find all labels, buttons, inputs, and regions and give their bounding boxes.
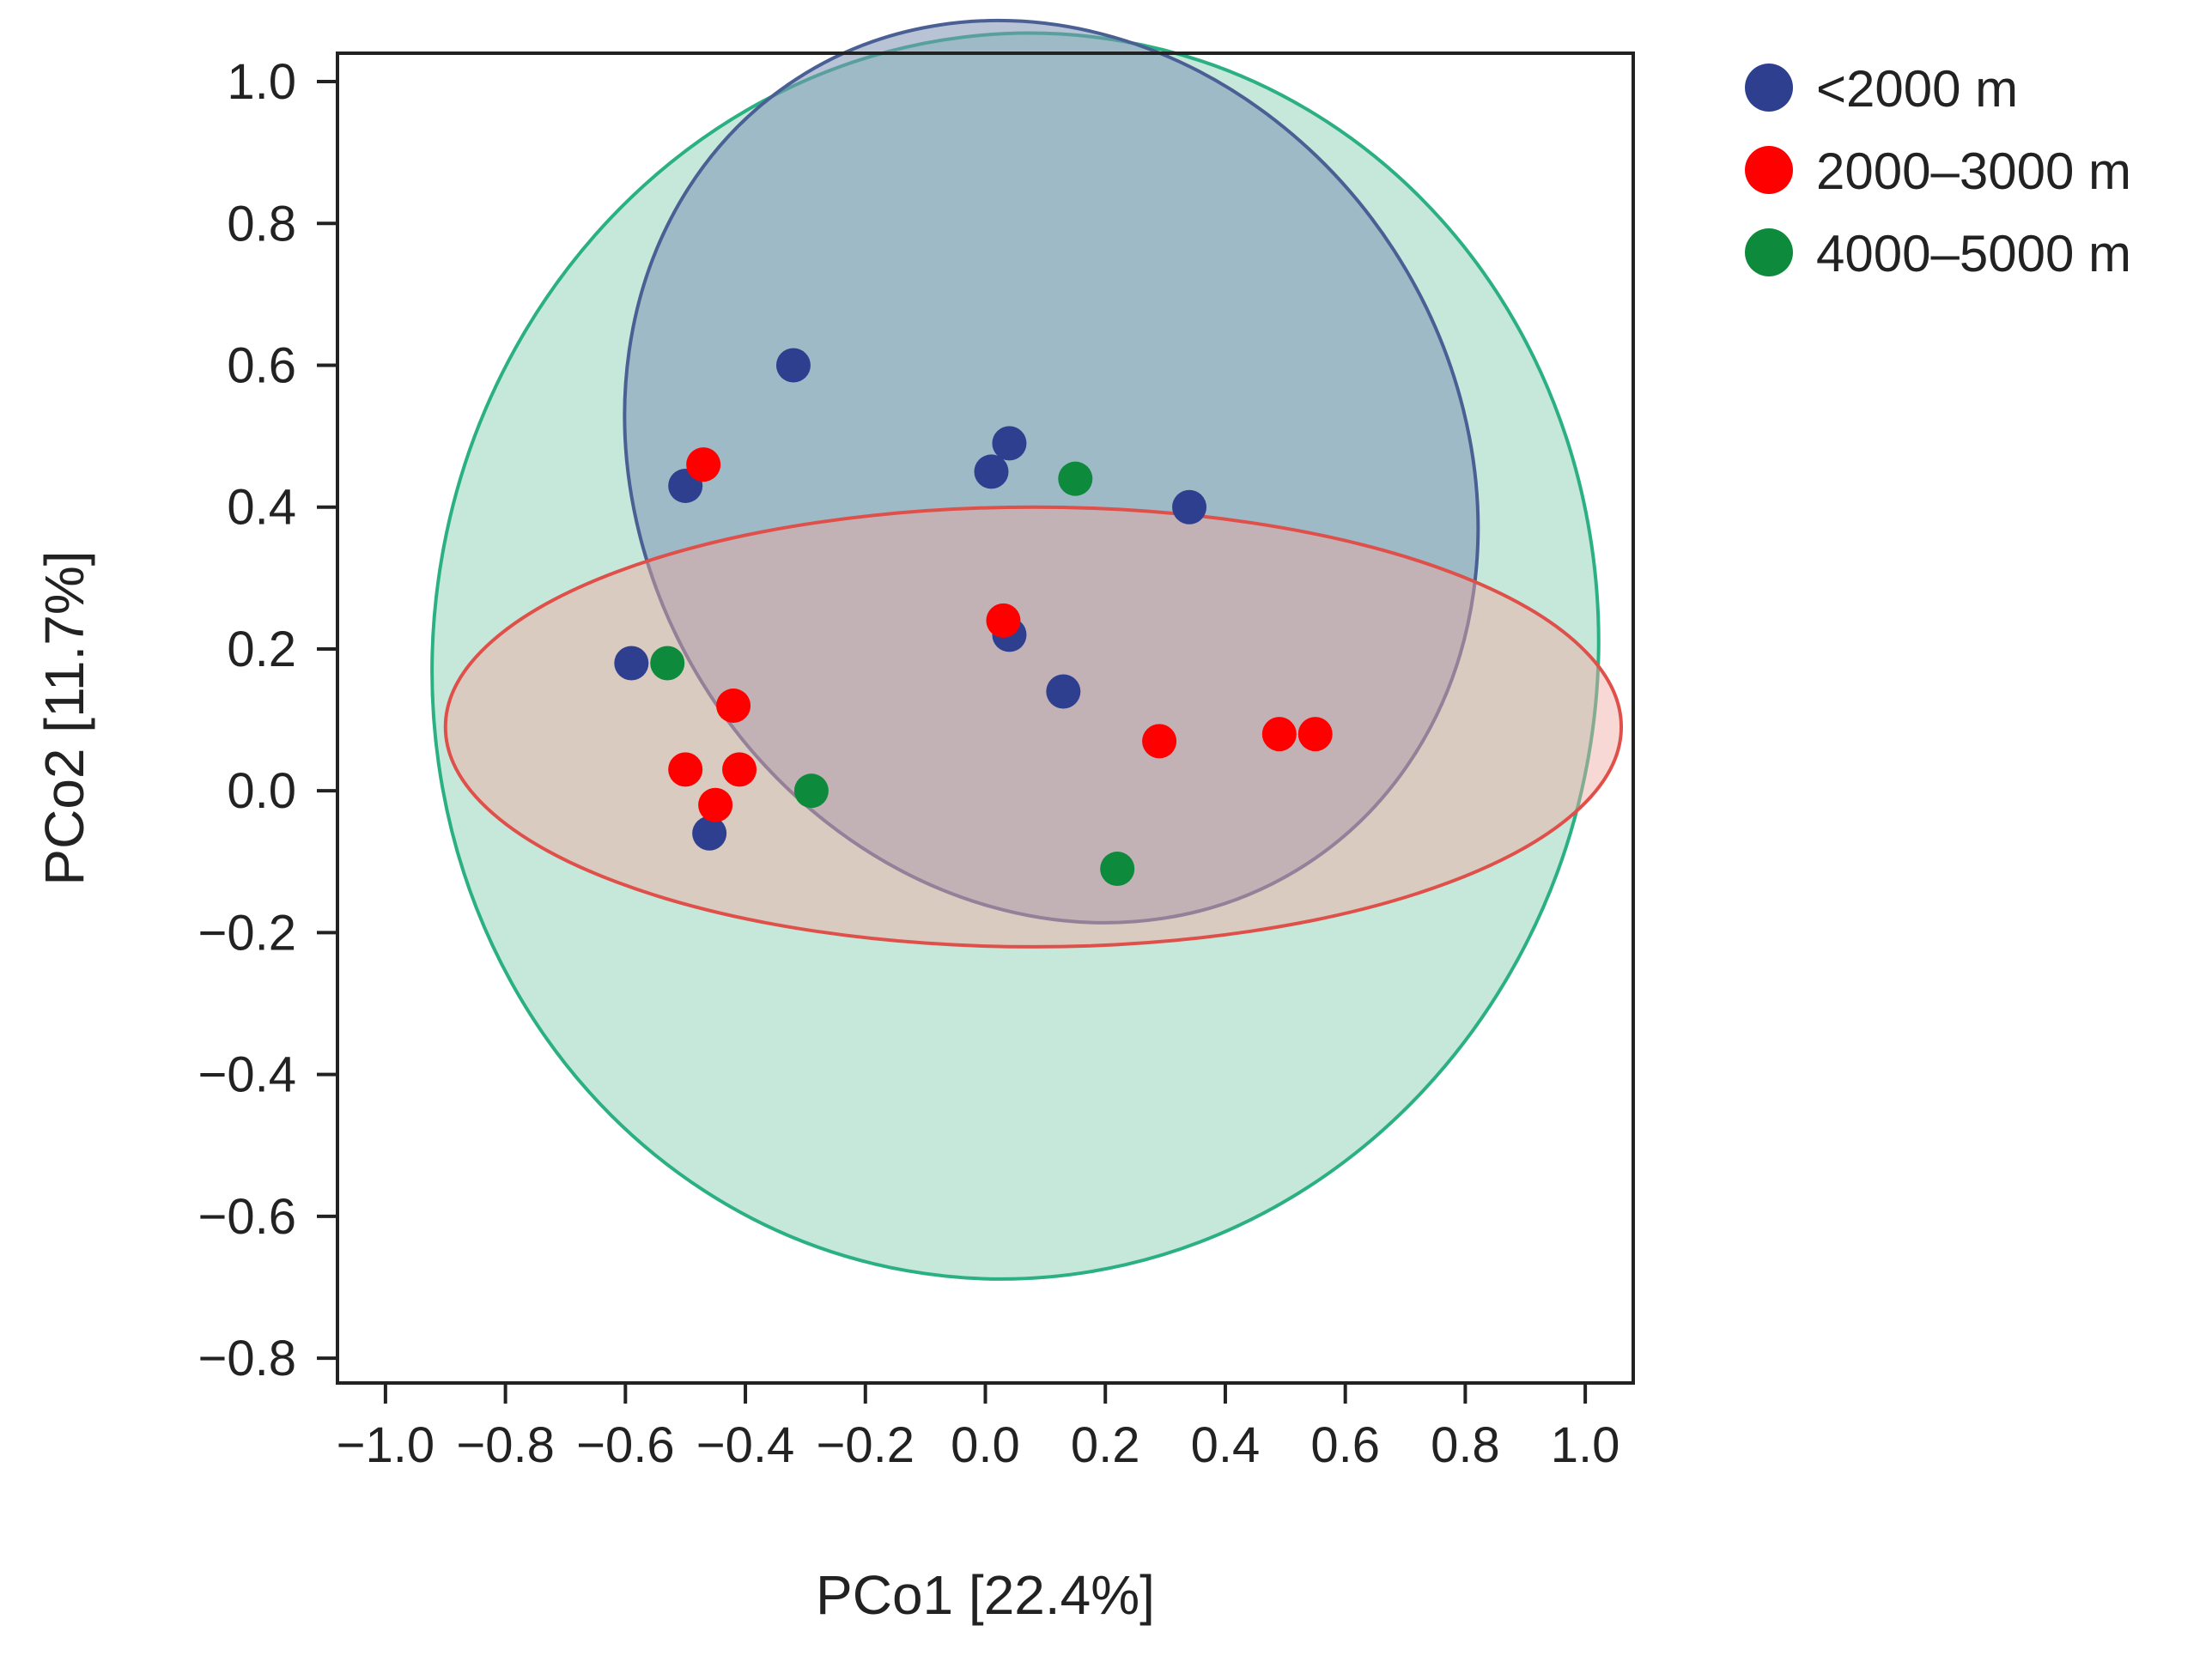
x-axis: −1.0 −0.8 −0.6 −0.4 −0.2 0.0 0.2 0.4 0.6 0.8 1.0 bbox=[337, 1383, 1620, 1473]
x-tick-label-5: 0.0 bbox=[951, 1417, 1020, 1473]
point-series-0-0 bbox=[775, 348, 811, 383]
point-series-1-6 bbox=[668, 752, 703, 787]
x-tick-label-9: 0.8 bbox=[1431, 1417, 1500, 1473]
x-tick-label-6: 0.2 bbox=[1071, 1417, 1140, 1473]
y-tick-label-9: −0.8 bbox=[198, 1331, 297, 1386]
y-tick-label-6: −0.2 bbox=[198, 905, 297, 961]
x-tick-label-1: −0.8 bbox=[456, 1417, 555, 1473]
point-series-0-6 bbox=[614, 646, 649, 681]
data-points bbox=[614, 348, 1333, 887]
y-tick-label-1: 0.8 bbox=[227, 196, 296, 252]
point-series-2-0 bbox=[1058, 461, 1093, 496]
x-tick-label-4: −0.2 bbox=[817, 1417, 915, 1473]
x-tick-label-8: 0.6 bbox=[1310, 1417, 1380, 1473]
legend-label-0: <2000 m bbox=[1816, 60, 2018, 118]
point-series-1-0 bbox=[686, 447, 721, 482]
y-tick-label-3: 0.4 bbox=[227, 480, 296, 536]
legend-label-2: 4000–5000 m bbox=[1816, 225, 2131, 282]
point-series-1-1 bbox=[986, 603, 1021, 638]
x-tick-label-10: 1.0 bbox=[1551, 1417, 1620, 1473]
point-series-2-3 bbox=[1100, 852, 1135, 887]
point-series-0-7 bbox=[1046, 674, 1081, 709]
x-tick-label-2: −0.6 bbox=[576, 1417, 675, 1473]
x-tick-label-3: −0.4 bbox=[696, 1417, 795, 1473]
point-series-1-5 bbox=[1297, 717, 1333, 752]
point-series-2-1 bbox=[650, 646, 685, 681]
point-series-0-8 bbox=[692, 816, 727, 851]
point-series-1-3 bbox=[1142, 724, 1177, 759]
legend: <2000 m 2000–3000 m 4000–5000 m bbox=[1745, 60, 2131, 282]
legend-marker-1 bbox=[1745, 146, 1793, 194]
y-axis: 1.0 0.8 0.6 0.4 0.2 0.0 −0.2 −0.4 −0.6 −0.8 bbox=[198, 54, 337, 1386]
ellipse-series-0 bbox=[623, 19, 1480, 925]
point-series-2-2 bbox=[793, 773, 829, 809]
y-tick-label-7: −0.4 bbox=[198, 1047, 297, 1103]
x-tick-label-0: −1.0 bbox=[337, 1417, 435, 1473]
point-series-1-4 bbox=[1261, 717, 1297, 752]
point-series-0-1 bbox=[992, 426, 1027, 461]
y-tick-label-5: 0.0 bbox=[227, 763, 296, 819]
y-tick-label-2: 0.6 bbox=[227, 337, 296, 393]
point-series-1-2 bbox=[716, 688, 751, 724]
x-tick-label-7: 0.4 bbox=[1191, 1417, 1261, 1473]
y-tick-label-8: −0.6 bbox=[198, 1189, 297, 1245]
legend-marker-0 bbox=[1745, 64, 1793, 112]
confidence-ellipses bbox=[430, 19, 1624, 1281]
y-tick-label-0: 1.0 bbox=[227, 54, 296, 110]
point-series-1-7 bbox=[722, 752, 757, 787]
point-series-0-4 bbox=[1172, 489, 1207, 525]
x-axis-label: PCo1 [22.4%] bbox=[816, 1564, 1155, 1626]
point-series-1-8 bbox=[698, 787, 733, 822]
point-series-0-3 bbox=[974, 454, 1009, 489]
ellipse-series-1 bbox=[443, 505, 1624, 949]
legend-marker-2 bbox=[1745, 228, 1793, 276]
y-tick-label-4: 0.2 bbox=[227, 622, 296, 677]
legend-label-1: 2000–3000 m bbox=[1816, 143, 2131, 200]
y-axis-label: PCo2 [11.7%] bbox=[33, 550, 95, 885]
